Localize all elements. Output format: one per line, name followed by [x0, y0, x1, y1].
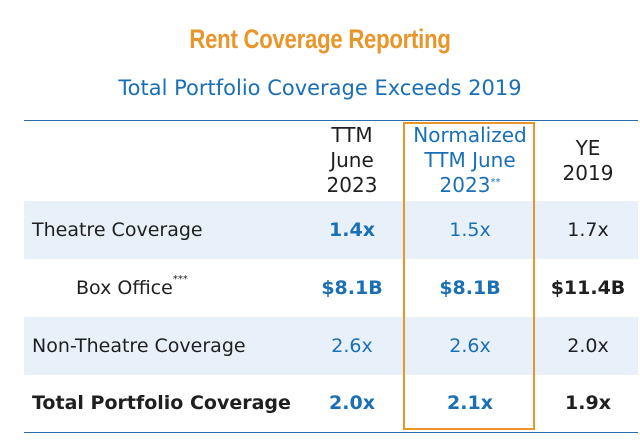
table-row-theatre-coverage: Theatre Coverage 1.4x 1.5x 1.7x: [24, 200, 638, 259]
header-line: Normalized: [413, 123, 527, 148]
header-line: TTM: [331, 123, 373, 148]
header-line: 2019: [562, 160, 614, 185]
footnote-marker: ***: [172, 273, 188, 285]
header-line: 2023**: [402, 173, 538, 198]
header-line: TTM June: [424, 148, 516, 173]
header-line: YE: [575, 135, 601, 160]
footnote-marker: **: [490, 177, 501, 189]
cell-ye-2019: $11.4B: [550, 276, 626, 299]
header-ye-2019: YE 2019: [538, 120, 638, 201]
header-line: June: [330, 148, 374, 173]
cell-normalized: $8.1B: [439, 276, 501, 299]
header-normalized-ttm-june-2023: Normalized TTM June 2023**: [402, 120, 538, 201]
table-row-non-theatre-coverage: Non-Theatre Coverage 2.6x 2.6x 2.0x: [24, 316, 638, 375]
row-label: Total Portfolio Coverage: [24, 374, 302, 433]
header-ttm-june-2023: TTM June 2023: [302, 120, 402, 201]
cell-ye-2019: 1.7x: [538, 200, 638, 259]
page-title: Rent Coverage Reporting: [189, 24, 451, 54]
header-row: TTM June 2023 Normalized TTM June 2023**…: [24, 120, 638, 201]
cell-normalized: 1.5x: [402, 200, 538, 259]
table-row-total-portfolio-coverage: Total Portfolio Coverage 2.0x 2.1x 1.9x: [24, 374, 638, 433]
page-subtitle: Total Portfolio Coverage Exceeds 2019: [118, 76, 522, 100]
row-label: Box Office***: [24, 259, 302, 317]
row-label: Theatre Coverage: [24, 200, 302, 259]
cell-ye-2019: 1.9x: [538, 374, 638, 433]
header-empty: [24, 120, 302, 201]
cell-ttm: $8.1B: [321, 276, 383, 299]
cell-normalized: 2.6x: [402, 316, 538, 375]
row-label-text: Box Office: [76, 276, 173, 299]
coverage-table: TTM June 2023 Normalized TTM June 2023**…: [24, 120, 638, 433]
header-line-text: 2023: [439, 173, 491, 198]
row-label: Non-Theatre Coverage: [24, 316, 302, 375]
cell-ttm: 2.0x: [302, 374, 402, 433]
cell-ttm: 1.4x: [302, 200, 402, 259]
cell-ye-2019: 2.0x: [538, 316, 638, 375]
table-row-box-office: Box Office*** $8.1B $8.1B $11.4B: [24, 259, 638, 317]
cell-normalized: 2.1x: [402, 374, 538, 433]
cell-ttm: 2.6x: [302, 316, 402, 375]
header-line: 2023: [326, 173, 378, 198]
